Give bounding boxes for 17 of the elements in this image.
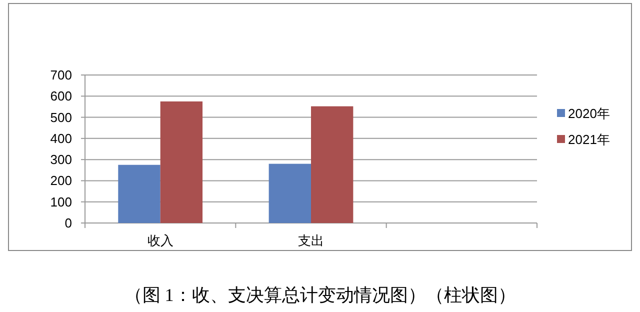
y-tick-label: 100 bbox=[50, 194, 72, 210]
bar bbox=[160, 101, 203, 223]
bar bbox=[268, 164, 311, 223]
y-tick-label: 300 bbox=[50, 152, 72, 168]
legend-label: 2020年 bbox=[568, 106, 610, 121]
y-tick-label: 0 bbox=[64, 216, 72, 230]
x-tick-label: 支出 bbox=[298, 233, 324, 248]
x-tick-label: 收入 bbox=[147, 233, 174, 248]
legend-label: 2021年 bbox=[568, 132, 610, 147]
y-tick-label: 400 bbox=[50, 130, 72, 146]
bar bbox=[118, 164, 160, 223]
bar bbox=[311, 106, 354, 223]
y-tick-label: 700 bbox=[50, 68, 72, 82]
text: （图 1：收、支决算总计变动情况图）（柱状图） bbox=[124, 285, 516, 305]
y-tick-label: 600 bbox=[50, 88, 72, 104]
y-tick-label: 500 bbox=[50, 110, 72, 125]
y-tick-label: 200 bbox=[50, 173, 72, 188]
